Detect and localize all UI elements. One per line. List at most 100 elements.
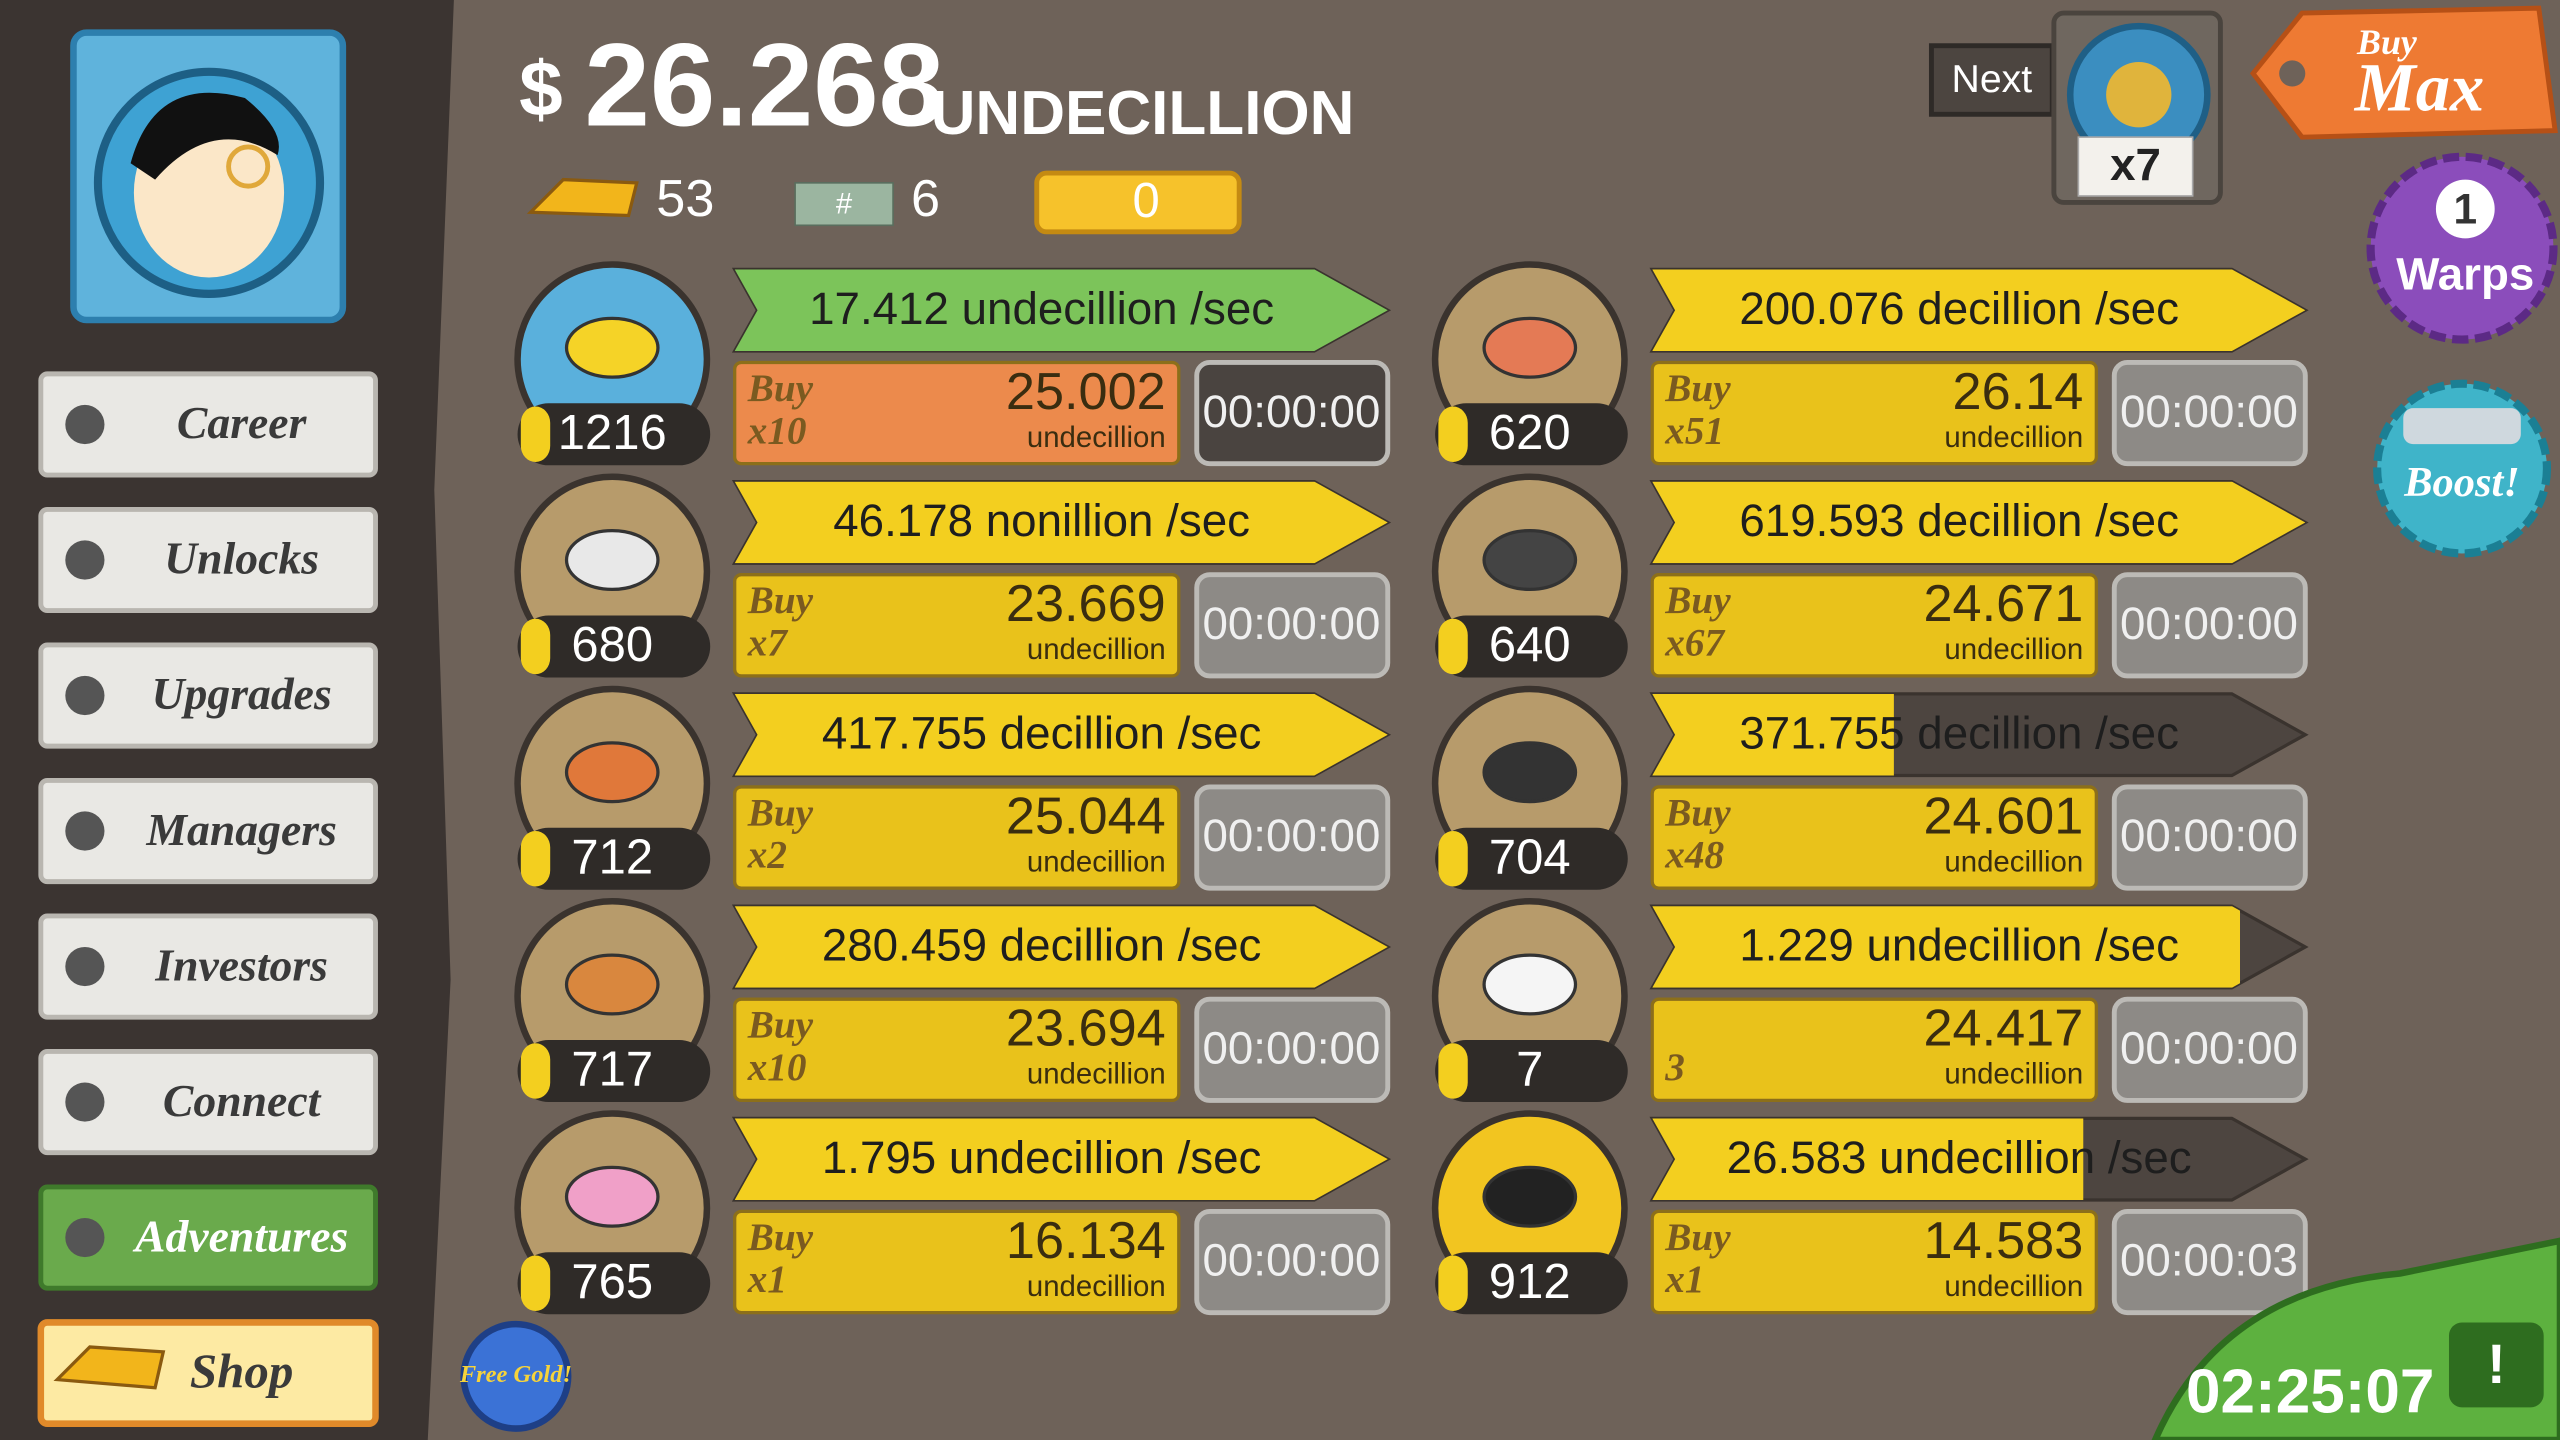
svg-text:!: !: [2487, 1333, 2505, 1395]
buy-cost: 24.601: [1923, 787, 2083, 845]
boost-label: Boost!: [2403, 459, 2520, 506]
buy-label: Buy: [747, 1004, 814, 1047]
sidebar-button[interactable]: Connect: [38, 1048, 378, 1156]
buy-label: Buy: [747, 579, 814, 622]
buy-label: Buy: [747, 1216, 814, 1259]
sidebar-button[interactable]: Investors: [38, 913, 378, 1020]
buy-cost: 26.14: [1953, 363, 2084, 421]
button-label: Upgrades: [151, 668, 331, 719]
owned-pill: [517, 403, 711, 466]
button-label: Investors: [154, 939, 328, 990]
event-panel[interactable]: 02:25:07 !: [2151, 1237, 2560, 1440]
button-label: Shop: [190, 1344, 293, 1399]
money-unit: UNDECILLION: [931, 79, 1355, 148]
owned-count: 765: [571, 1255, 653, 1309]
buy-max-button[interactable]: Buy Max: [2249, 5, 2558, 140]
warps-label: Warps: [2396, 249, 2534, 300]
owned-pill: [1435, 615, 1628, 678]
owned-count: 712: [571, 830, 653, 884]
buy-bg: [733, 573, 1181, 678]
owned-count: 1216: [558, 406, 667, 460]
manager-multiplier: x7: [2110, 139, 2161, 190]
rate-progress: [734, 481, 1388, 564]
timer-bg: [2111, 572, 2308, 679]
owned-count: 704: [1489, 830, 1571, 884]
buy-cost-unit: undecillion: [1027, 1058, 1166, 1091]
owned-pill: [1435, 403, 1628, 466]
owned-count: 640: [1489, 618, 1571, 672]
timer-text: 00:00:00: [2120, 810, 2298, 861]
rate-text: 371.755 decillion /sec: [1739, 707, 2179, 758]
rate-progress: [1652, 481, 2306, 564]
button-dot: [65, 946, 105, 987]
owned-pill-fill: [520, 1043, 551, 1099]
next-manager-button[interactable]: Next x7: [1928, 10, 2223, 205]
owned-pill-fill: [1438, 831, 1468, 887]
owned-count: 717: [571, 1043, 653, 1097]
timer-text: 00:00:00: [2120, 1023, 2298, 1074]
buy-bg: [733, 997, 1181, 1103]
gold-ticket-button[interactable]: 0: [1034, 170, 1242, 235]
timer-bg: [2111, 1208, 2308, 1316]
owned-pill: [1435, 1040, 1628, 1103]
buy-amount: x7: [747, 622, 789, 665]
owned-pill: [1435, 1252, 1628, 1315]
buy-cost: 24.417: [1923, 1000, 2083, 1058]
buy-cost-unit: undecillion: [1944, 421, 2083, 454]
timer-bg: [1194, 572, 1391, 679]
sidebar-button[interactable]: Upgrades: [38, 642, 378, 749]
rate-progress: [734, 1118, 1388, 1200]
buy-label: Buy: [747, 791, 814, 834]
owned-pill: [517, 827, 711, 890]
buy-amount: x10: [747, 409, 807, 452]
free-gold-button[interactable]: Free Gold!: [459, 1320, 572, 1432]
currency-symbol: $: [519, 44, 563, 132]
business-icon: [564, 953, 660, 1016]
owned-pill-fill: [1438, 406, 1468, 463]
owned-pill: [517, 615, 711, 678]
warps-button[interactable]: 1 Warps: [2366, 152, 2558, 344]
buy-label: Buy: [747, 367, 814, 410]
buy-cost: 24.671: [1923, 575, 2083, 633]
timer-bg: [2111, 784, 2308, 891]
owned-count: 680: [571, 618, 653, 672]
business-icon: [564, 1165, 660, 1228]
owned-pill: [517, 1040, 711, 1103]
sidebar-button[interactable]: Adventures: [38, 1184, 378, 1291]
rate-text: 17.412 undecillion /sec: [809, 283, 1274, 334]
business-icon: [1482, 741, 1578, 804]
owned-pill-fill: [520, 1255, 551, 1312]
buy-bg: [733, 360, 1181, 466]
sidebar-button[interactable]: Managers: [38, 777, 378, 885]
shop-button[interactable]: Shop: [37, 1319, 379, 1427]
shop-icon: [53, 1345, 166, 1390]
timer-bg: [2111, 360, 2308, 467]
avatar[interactable]: [70, 29, 347, 324]
sidebar-button[interactable]: Career: [38, 371, 378, 478]
button-bg: [38, 371, 378, 478]
timer-bg: [1194, 1208, 1391, 1316]
boost-button[interactable]: Boost!: [2373, 379, 2552, 558]
buy-cost-unit: undecillion: [1944, 633, 2083, 666]
button-dot: [65, 811, 105, 851]
business-icon: [1482, 1165, 1578, 1228]
buy-amount: x51: [1664, 409, 1724, 452]
business-row: 7 1.229 undecillion /sec 3 24.417undecillio…: [1431, 897, 2309, 1103]
buy-bg: [1650, 997, 2098, 1103]
sidebar-button[interactable]: Unlocks: [38, 506, 378, 614]
